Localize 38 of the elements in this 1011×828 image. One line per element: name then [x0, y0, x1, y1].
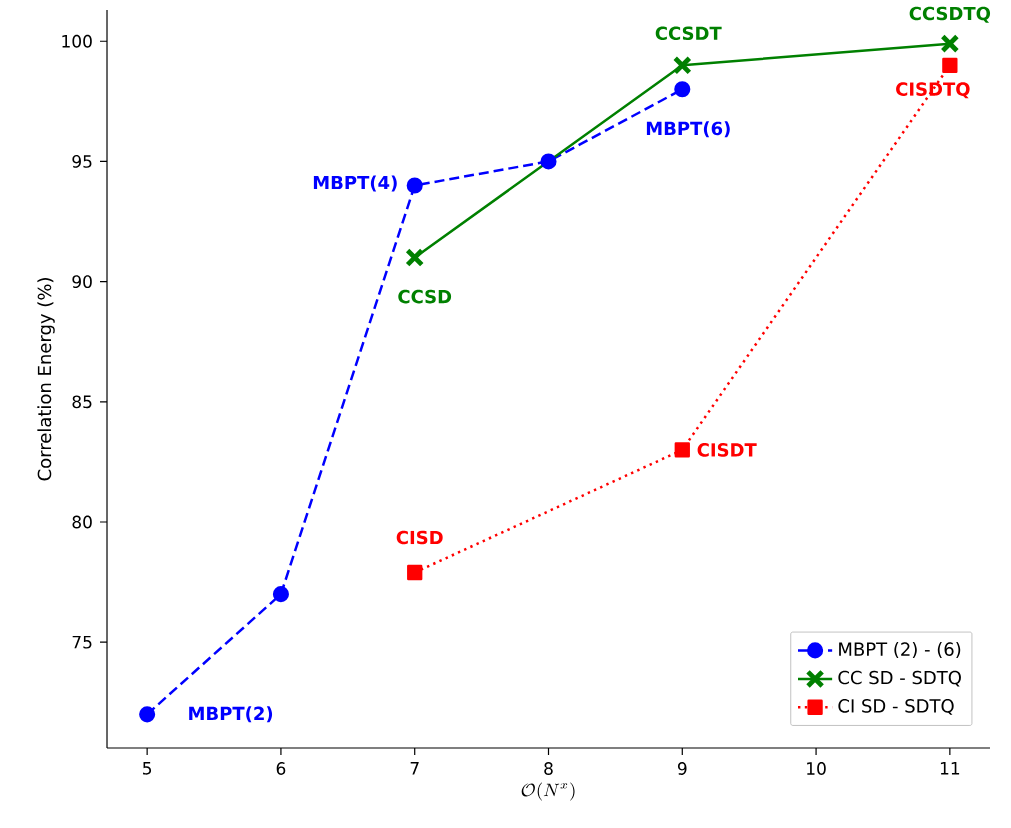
y-tick-label: 75: [72, 635, 92, 649]
legend-label: CI SD - SDTQ: [838, 699, 954, 715]
annotation: CCSDT: [655, 26, 722, 41]
point: [674, 81, 691, 98]
annotation: CCSDTQ: [909, 6, 991, 23]
x-axis-title: $\mathcal{O}(N^x)$: [521, 782, 575, 801]
point: [272, 586, 289, 603]
point: [674, 442, 690, 458]
annotation: CCSD: [398, 289, 452, 304]
point: [672, 55, 692, 75]
point: [540, 153, 557, 170]
annotation: CISDTQ: [896, 82, 970, 99]
annotation: MBPT(4): [313, 175, 397, 192]
x-tick-label: 8: [544, 762, 553, 775]
annotation: CISDT: [697, 443, 757, 457]
y-tick-label: 85: [72, 395, 92, 409]
annotation: MBPT(6): [646, 121, 730, 138]
y-tick-label: 95: [72, 155, 92, 168]
legend-label: MBPT (2) - (6): [839, 642, 961, 659]
x-tick-label: 5: [143, 762, 152, 775]
x-tick-label: 6: [276, 762, 286, 775]
point: [407, 564, 423, 581]
y-tick-label: 100: [62, 34, 92, 48]
annotation: CISD: [396, 530, 443, 545]
y-tick-label: 80: [72, 515, 92, 529]
x-tick-label: 11: [940, 762, 960, 775]
x-tick-label: 7: [410, 762, 419, 775]
point: [405, 248, 425, 268]
x-tick-label: 10: [807, 762, 826, 775]
annotation: MBPT(2): [189, 706, 273, 723]
point: [406, 177, 423, 194]
y-axis-title: Correlation Energy (%): [37, 278, 55, 481]
point: [139, 706, 156, 723]
legend-label: CC SD - SDTQ: [838, 670, 961, 687]
y-tick-label: 90: [72, 275, 92, 289]
point: [942, 57, 958, 73]
x-tick-label: 9: [677, 762, 687, 775]
point: [940, 34, 960, 54]
